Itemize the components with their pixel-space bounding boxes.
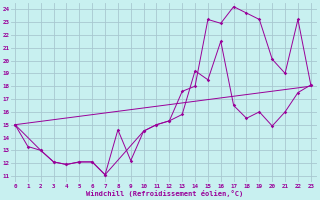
X-axis label: Windchill (Refroidissement éolien,°C): Windchill (Refroidissement éolien,°C) [85, 190, 243, 197]
